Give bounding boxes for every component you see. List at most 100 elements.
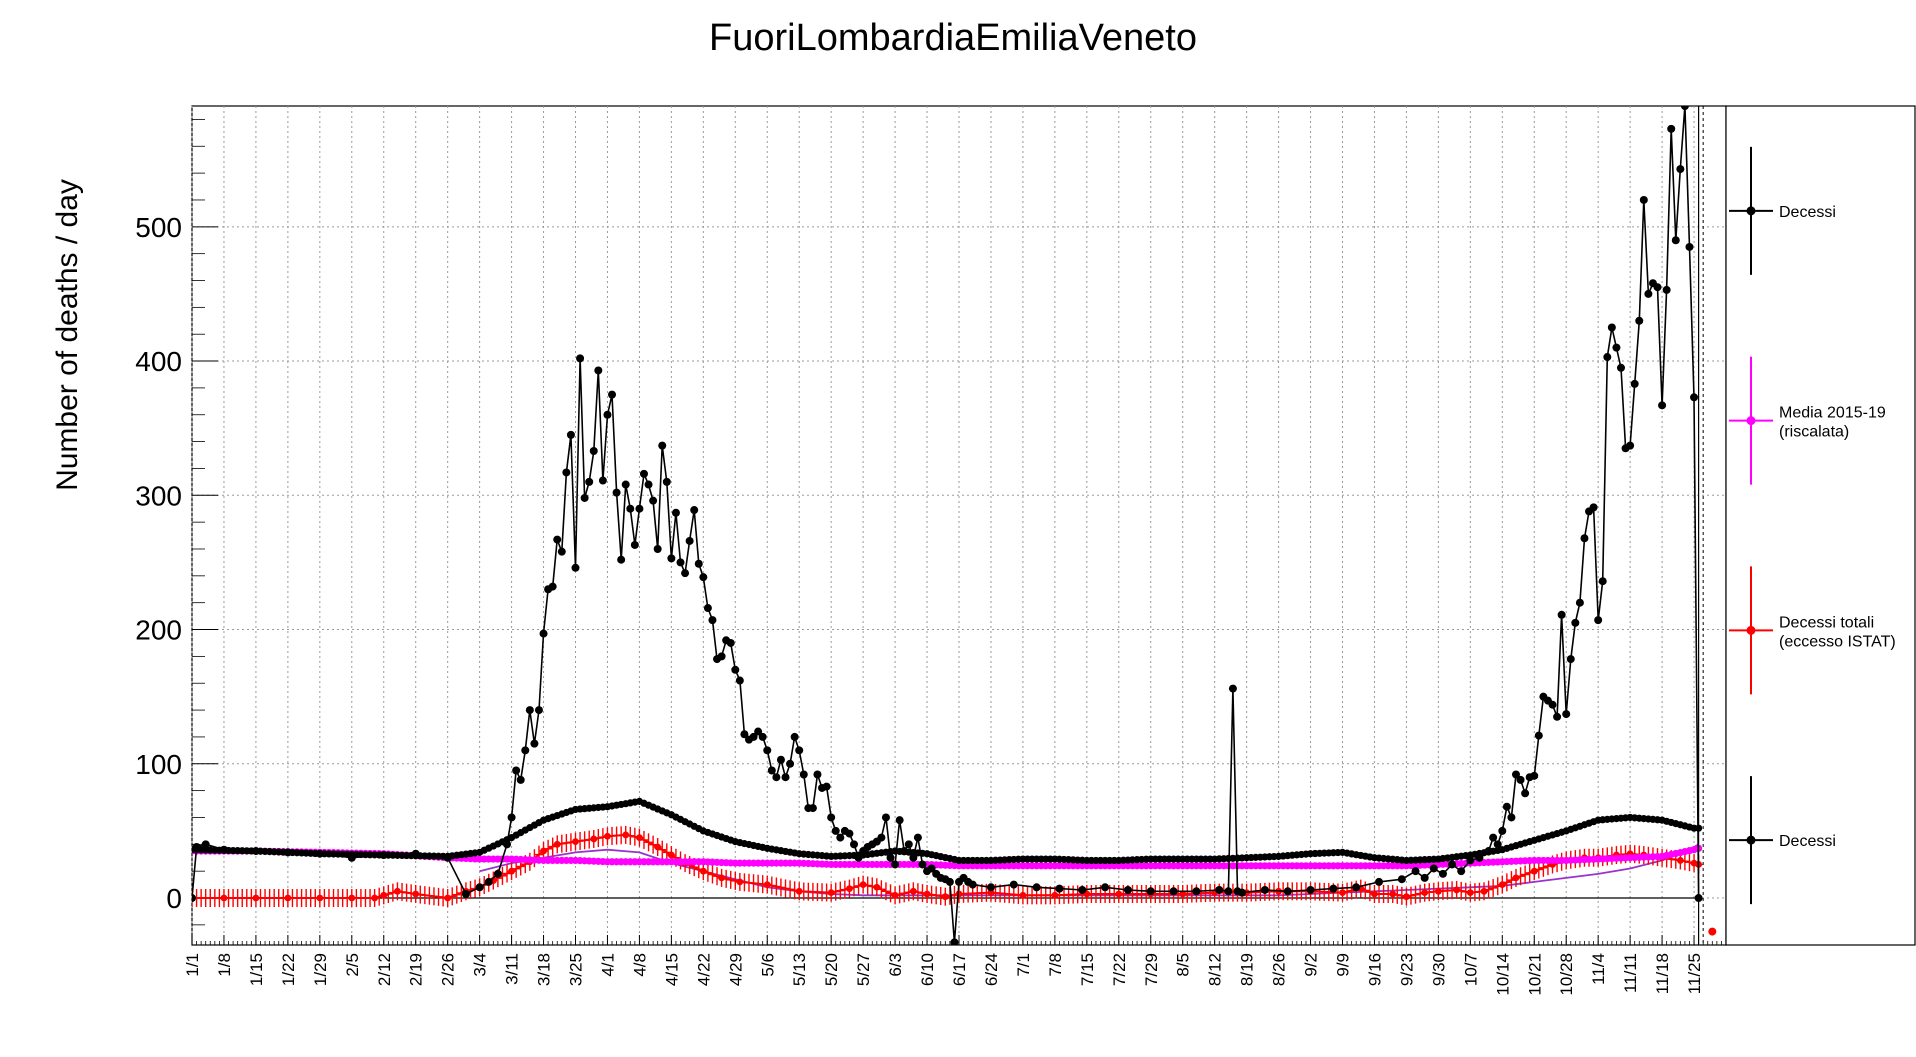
data-point <box>1685 242 1694 251</box>
data-point <box>516 775 525 784</box>
data-point <box>1512 874 1520 882</box>
x-tick-label: 1/8 <box>215 953 234 977</box>
data-point <box>846 885 853 893</box>
x-tick-label: 1/15 <box>247 953 266 986</box>
legend-marker <box>1746 416 1756 426</box>
data-point <box>849 840 858 849</box>
data-point <box>758 732 767 741</box>
data-point <box>909 853 918 862</box>
data-point <box>736 878 744 886</box>
x-tick-label: 8/12 <box>1206 953 1225 986</box>
legend-entry: Decessi <box>1729 776 1836 905</box>
data-point <box>781 773 790 782</box>
data-point <box>622 831 630 839</box>
data-point <box>1224 887 1233 896</box>
data-point <box>1179 890 1187 898</box>
data-point <box>612 488 621 497</box>
data-point <box>945 877 954 886</box>
x-tick-label: 7/15 <box>1078 953 1097 986</box>
data-point <box>786 759 795 768</box>
x-tick-label: 3/11 <box>503 953 522 985</box>
data-point <box>717 652 726 661</box>
data-point <box>1397 875 1406 884</box>
data-point <box>676 558 685 567</box>
y-axis-label: Number of deaths / day <box>51 179 84 491</box>
data-point <box>740 730 749 739</box>
legend-label: (eccesso ISTAT) <box>1779 633 1896 650</box>
data-point <box>283 848 292 857</box>
x-tick-label: 1/29 <box>311 953 330 986</box>
data-point <box>1078 885 1087 894</box>
x-tick-label: 3/18 <box>535 953 554 986</box>
data-point <box>251 847 260 856</box>
data-point <box>192 894 196 903</box>
data-point <box>1051 891 1059 899</box>
legend-label: Media 2015-19 <box>1779 405 1886 422</box>
data-point <box>685 536 694 545</box>
data-point <box>654 843 662 851</box>
x-tick-label: 4/8 <box>630 953 649 977</box>
data-point <box>1630 379 1639 388</box>
data-point <box>608 390 617 399</box>
data-point <box>1123 885 1132 894</box>
x-tick-label: 11/25 <box>1685 953 1704 994</box>
x-tick-label: 9/2 <box>1302 953 1321 977</box>
data-point <box>1589 503 1598 512</box>
data-point <box>534 706 543 715</box>
data-point <box>507 813 516 822</box>
data-point <box>1146 887 1155 896</box>
legend-entry: Media 2015-19 (riscalata) <box>1729 356 1886 485</box>
data-point <box>1667 124 1676 133</box>
x-tick-label: 1/22 <box>279 953 298 986</box>
x-tick-label: 9/9 <box>1334 953 1353 977</box>
x-tick-label: 6/24 <box>982 953 1001 986</box>
data-point <box>1616 363 1625 372</box>
data-point <box>443 853 452 862</box>
data-point <box>562 468 571 477</box>
data-point <box>827 813 836 822</box>
legend-entry: Decessi totali (eccesso ISTAT) <box>1729 566 1896 695</box>
data-point <box>553 535 562 544</box>
data-point <box>854 853 863 862</box>
data-point <box>649 496 658 505</box>
data-point <box>1403 893 1410 901</box>
data-point <box>1507 813 1516 822</box>
data-point <box>639 469 648 478</box>
data-point <box>1612 343 1621 352</box>
data-point <box>252 894 260 902</box>
data-point <box>530 739 539 748</box>
data-point <box>1662 285 1671 294</box>
x-tick-label: 9/30 <box>1429 953 1448 986</box>
x-tick-label: 7/22 <box>1110 953 1129 986</box>
series-decessi_daily <box>192 106 1703 945</box>
x-tick-label: 11/11 <box>1621 953 1640 993</box>
data-point <box>1521 789 1530 798</box>
data-point <box>580 493 589 502</box>
data-point <box>379 851 388 860</box>
legend-marker <box>1746 625 1756 635</box>
x-tick-label: 5/6 <box>758 953 777 977</box>
data-point <box>315 849 324 858</box>
data-point <box>1032 883 1041 892</box>
data-point <box>553 840 561 848</box>
data-point <box>503 840 512 849</box>
data-point <box>1530 771 1539 780</box>
data-point <box>1575 598 1584 607</box>
data-point <box>891 860 900 869</box>
data-point <box>1438 869 1447 878</box>
data-point <box>1260 885 1269 894</box>
data-point <box>1635 316 1644 325</box>
data-point <box>1306 885 1315 894</box>
data-point <box>539 629 548 638</box>
legend-entry: Decessi <box>1729 146 1836 275</box>
data-point <box>1639 195 1648 204</box>
data-point <box>1169 887 1178 896</box>
data-point <box>1055 884 1064 893</box>
data-point <box>1511 770 1520 779</box>
data-point <box>658 441 667 450</box>
data-point <box>220 894 228 902</box>
data-point <box>891 891 899 899</box>
y-tick-label: 300 <box>135 480 182 511</box>
data-point <box>484 877 493 886</box>
data-point <box>1466 856 1475 865</box>
